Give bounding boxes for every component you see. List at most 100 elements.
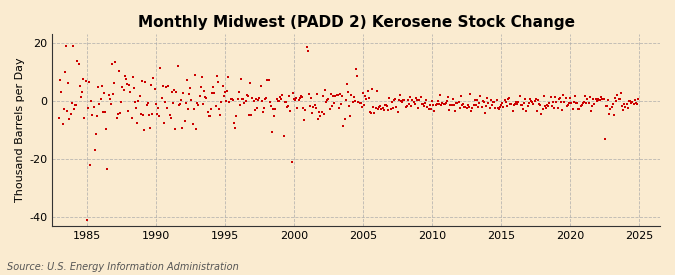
Point — [539, 94, 549, 98]
Point — [425, 107, 436, 111]
Point — [427, 99, 437, 103]
Point — [598, 97, 609, 101]
Point — [90, 131, 101, 136]
Point — [355, 101, 366, 105]
Point — [516, 103, 527, 108]
Point — [596, 94, 607, 99]
Point — [259, 105, 269, 110]
Point — [134, 93, 145, 98]
Point — [487, 103, 497, 108]
Point — [267, 130, 277, 134]
Point — [262, 78, 273, 82]
Point — [452, 101, 463, 106]
Point — [163, 84, 174, 88]
Point — [383, 108, 394, 112]
Point — [335, 92, 346, 97]
Point — [103, 92, 114, 97]
Point — [342, 82, 352, 86]
Point — [73, 62, 84, 66]
Point — [425, 103, 435, 107]
Point — [141, 103, 152, 107]
Point — [621, 102, 632, 106]
Point — [200, 95, 211, 99]
Point — [583, 101, 594, 106]
Point — [89, 148, 100, 152]
Point — [560, 96, 571, 100]
Point — [203, 114, 214, 119]
Point — [85, 163, 96, 167]
Point — [250, 96, 261, 101]
Point — [225, 97, 236, 101]
Point — [429, 109, 439, 113]
Point — [317, 94, 328, 99]
Point — [81, 218, 92, 222]
Text: Source: U.S. Energy Information Administration: Source: U.S. Energy Information Administ… — [7, 262, 238, 272]
Point — [302, 49, 313, 54]
Point — [390, 97, 401, 101]
Point — [236, 77, 246, 82]
Point — [500, 100, 511, 104]
Point — [518, 107, 529, 111]
Point — [601, 103, 612, 108]
Point — [535, 103, 545, 108]
Point — [580, 94, 591, 98]
Point — [512, 102, 522, 106]
Point — [381, 103, 392, 107]
Point — [346, 93, 357, 97]
Point — [366, 111, 377, 116]
Point — [531, 108, 542, 113]
Point — [57, 122, 68, 126]
Point — [599, 136, 610, 141]
Point — [601, 104, 612, 108]
Point — [444, 108, 455, 112]
Point — [520, 97, 531, 101]
Point — [196, 75, 207, 79]
Point — [441, 100, 452, 105]
Point — [94, 101, 105, 106]
Point — [568, 100, 579, 104]
Point — [364, 110, 375, 114]
Point — [214, 106, 225, 111]
Point — [194, 93, 205, 98]
Point — [404, 101, 414, 106]
Point — [362, 89, 373, 93]
Point — [475, 93, 486, 98]
Point — [263, 78, 274, 82]
Point — [523, 101, 534, 105]
Point — [148, 76, 159, 80]
Point — [221, 98, 232, 103]
Point — [183, 107, 194, 112]
Point — [339, 117, 350, 122]
Point — [122, 82, 132, 86]
Point — [252, 106, 263, 110]
Point — [609, 112, 620, 117]
Point — [420, 101, 431, 105]
Point — [110, 60, 121, 64]
Point — [367, 87, 377, 92]
Point — [413, 105, 424, 110]
Point — [116, 100, 127, 104]
Point — [151, 102, 161, 106]
Point — [210, 104, 221, 109]
Point — [173, 103, 184, 107]
Point — [314, 110, 325, 114]
Point — [149, 87, 160, 91]
Point — [399, 98, 410, 102]
Point — [510, 102, 520, 107]
Point — [99, 91, 109, 95]
Point — [352, 74, 362, 78]
Point — [256, 98, 267, 103]
Point — [562, 103, 573, 107]
Point — [241, 93, 252, 97]
Point — [542, 103, 553, 107]
Point — [369, 111, 380, 116]
Point — [467, 106, 478, 110]
Point — [351, 67, 362, 71]
Point — [157, 83, 168, 88]
Point — [539, 104, 550, 108]
Point — [492, 105, 503, 110]
Point — [193, 103, 204, 108]
Point — [313, 117, 323, 122]
Point — [405, 95, 416, 100]
Point — [128, 86, 139, 90]
